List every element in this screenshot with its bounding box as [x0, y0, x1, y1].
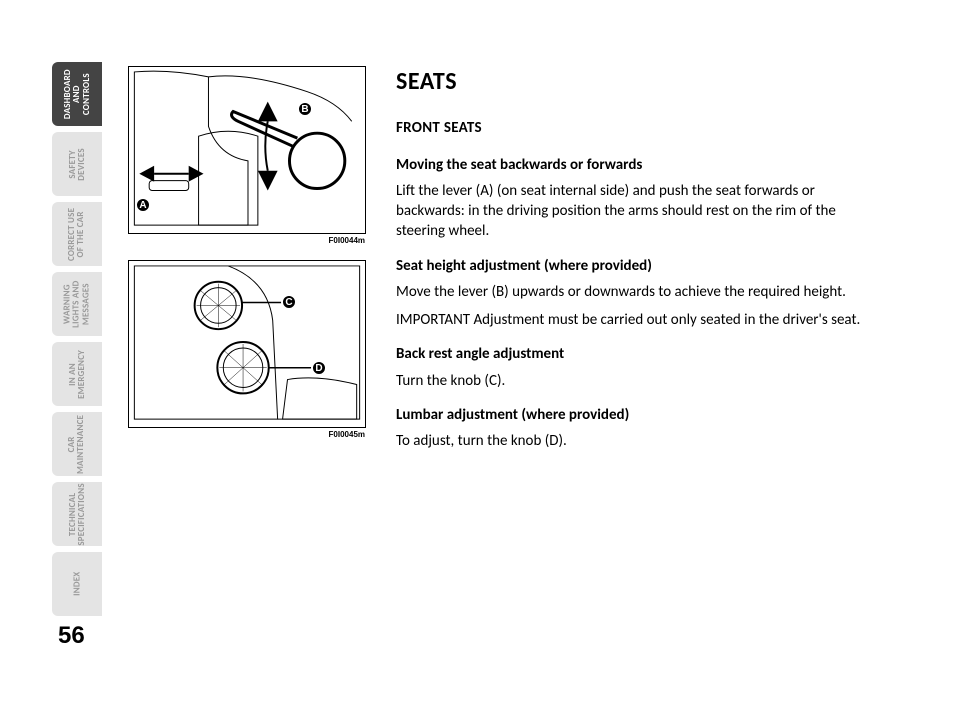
body-lumbar: To adjust, turn the knob (D).: [396, 431, 866, 451]
subheading-height: Seat height adjustment (where provided): [396, 256, 866, 276]
note-height: IMPORTANT Adjustment must be carried out…: [396, 310, 866, 330]
page-title: SEATS: [396, 66, 866, 98]
tab-label: WARNINGLIGHTS ANDMESSAGES: [63, 280, 91, 327]
tab-label: IN ANEMERGENCY: [68, 350, 87, 399]
tab-label: SAFETYDEVICES: [68, 148, 87, 181]
section-heading: FRONT SEATS: [396, 118, 866, 138]
subheading-lumbar: Lumbar adjustment (where provided): [396, 405, 866, 425]
tab-label: DASHBOARDANDCONTROLS: [63, 69, 91, 119]
tab-label: TECHNICALSPECIFICATIONS: [68, 483, 87, 545]
callout-a: A: [135, 197, 151, 213]
figure-caption: F0I0045m: [329, 430, 365, 439]
subheading-moving: Moving the seat backwards or forwards: [396, 155, 866, 175]
body-backrest: Turn the knob (C).: [396, 371, 866, 391]
page-number: 56: [58, 622, 85, 650]
figure-seat-knobs: C D F0I0045m: [128, 260, 366, 428]
figure-caption: F0I0044m: [329, 236, 365, 245]
tab-index[interactable]: INDEX: [52, 552, 102, 616]
seat-lever-illustration: [129, 67, 365, 233]
tab-specifications[interactable]: TECHNICALSPECIFICATIONS: [52, 482, 102, 546]
tab-label: CORRECT USEOF THE CAR: [68, 207, 87, 260]
section-tabs: DASHBOARDANDCONTROLS SAFETYDEVICES CORRE…: [52, 62, 102, 616]
callout-c: C: [281, 294, 297, 310]
body-moving: Lift the lever (A) (on seat internal sid…: [396, 181, 866, 242]
callout-b: B: [297, 101, 313, 117]
tab-dashboard-controls[interactable]: DASHBOARDANDCONTROLS: [52, 62, 102, 126]
tab-safety-devices[interactable]: SAFETYDEVICES: [52, 132, 102, 196]
figure-seat-lever: A B F0I0044m: [128, 66, 366, 234]
callout-d: D: [311, 360, 327, 376]
tab-emergency[interactable]: IN ANEMERGENCY: [52, 342, 102, 406]
tab-label: CARMAINTENANCE: [68, 414, 87, 473]
tab-correct-use[interactable]: CORRECT USEOF THE CAR: [52, 202, 102, 266]
seat-knobs-illustration: [129, 261, 365, 427]
tab-label: INDEX: [72, 572, 81, 596]
tab-warning-lights[interactable]: WARNINGLIGHTS ANDMESSAGES: [52, 272, 102, 336]
body-height: Move the lever (B) upwards or downwards …: [396, 282, 866, 302]
content-area: SEATS FRONT SEATS Moving the seat backwa…: [396, 66, 866, 459]
manual-page: DASHBOARDANDCONTROLS SAFETYDEVICES CORRE…: [0, 0, 954, 702]
subheading-backrest: Back rest angle adjustment: [396, 344, 866, 364]
tab-maintenance[interactable]: CARMAINTENANCE: [52, 412, 102, 476]
